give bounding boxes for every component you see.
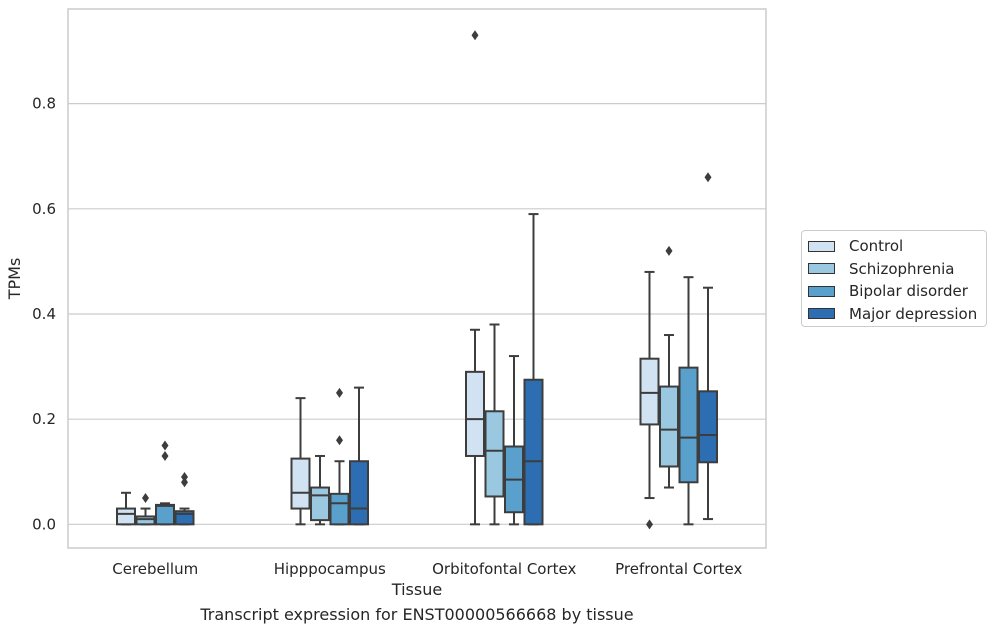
box xyxy=(523,378,544,526)
x-tick-label: Orbitofontal Cortex xyxy=(432,560,576,578)
outlier-point xyxy=(336,387,343,398)
box-group xyxy=(135,493,156,526)
legend-swatch-major-depression xyxy=(808,308,835,320)
box xyxy=(659,385,679,468)
outlier-point xyxy=(665,245,673,256)
outlier-point xyxy=(336,435,343,446)
box xyxy=(678,366,699,484)
box xyxy=(484,410,505,498)
figure-caption: Transcript expression for ENST0000056666… xyxy=(200,605,634,624)
x-tick-label: Hipppocampus xyxy=(274,560,386,578)
outlier-point xyxy=(161,440,169,451)
x-tick-label: Prefrontal Cortex xyxy=(615,560,742,578)
box xyxy=(465,370,485,457)
outlier-point xyxy=(161,450,169,461)
box xyxy=(155,503,175,526)
box-group xyxy=(174,472,195,526)
box-group xyxy=(290,397,311,526)
legend-item-control: Control xyxy=(808,235,986,258)
y-tick-label: 0.4 xyxy=(32,305,56,323)
x-axis-label: Tissue xyxy=(391,580,442,599)
box xyxy=(698,390,718,464)
y-tick-label: 0.0 xyxy=(32,515,56,533)
box xyxy=(290,457,311,510)
y-tick-label: 0.6 xyxy=(32,200,56,218)
box-group xyxy=(639,270,660,530)
y-axis-label: TPMs xyxy=(5,258,24,301)
y-tick-label: 0.8 xyxy=(32,95,56,113)
box-group xyxy=(659,245,679,489)
box xyxy=(310,486,330,522)
legend-swatch-control xyxy=(808,240,835,252)
box-group xyxy=(329,387,350,526)
box xyxy=(329,492,350,526)
box-group xyxy=(484,323,505,526)
legend-swatch-bipolar-disorder xyxy=(808,285,835,297)
box-group xyxy=(465,30,485,526)
outlier-point xyxy=(646,519,653,530)
legend-item-bipolar-disorder: Bipolar disorder xyxy=(808,280,986,303)
box-group xyxy=(155,440,175,526)
box-group xyxy=(504,355,524,526)
box-group xyxy=(698,172,718,521)
y-tick-label: 0.2 xyxy=(32,410,56,428)
box xyxy=(116,507,136,526)
legend-item-major-depression: Major depression xyxy=(808,303,986,326)
plot-area-frame xyxy=(67,8,767,549)
outlier-point xyxy=(471,30,479,41)
outlier-point xyxy=(704,172,712,183)
outlier-point xyxy=(181,477,188,488)
box xyxy=(639,357,660,426)
outlier-point xyxy=(181,472,188,483)
axes: 0.0 0.2 0.4 0.6 0.8 Cerebellum Hipppocampus Orb… xyxy=(32,95,742,578)
legend-label-schizophrenia: Schizophrenia xyxy=(849,259,955,278)
box xyxy=(349,460,369,526)
legend-label-control: Control xyxy=(849,237,904,256)
plot-boxes xyxy=(116,30,718,530)
legend-swatch-schizophrenia xyxy=(808,263,835,275)
legend: Control Schizophrenia Bipolar disorder M… xyxy=(801,230,987,327)
box-group xyxy=(349,386,369,526)
box-group xyxy=(116,491,136,526)
legend-item-schizophrenia: Schizophrenia xyxy=(808,258,986,281)
box xyxy=(135,515,156,526)
legend-label-major-depression: Major depression xyxy=(849,304,978,323)
box-group xyxy=(310,454,330,526)
outlier-point xyxy=(142,493,149,504)
box-group xyxy=(523,213,544,526)
box-group xyxy=(678,276,699,526)
x-tick-label: Cerebellum xyxy=(112,560,198,578)
legend-label-bipolar-disorder: Bipolar disorder xyxy=(849,282,968,301)
